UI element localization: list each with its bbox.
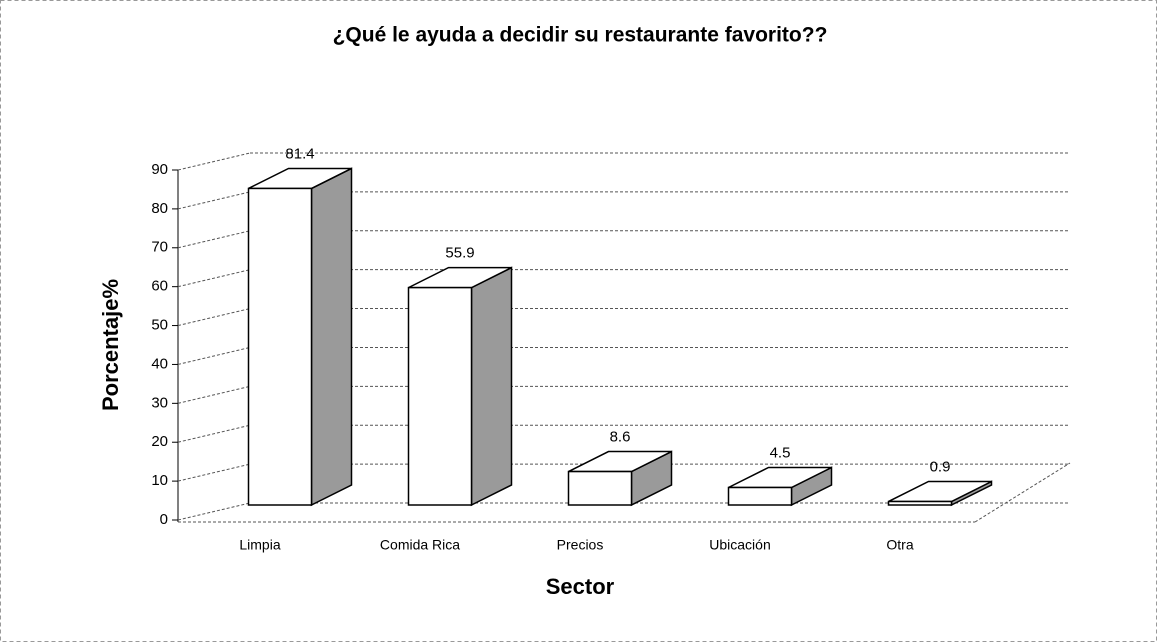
grid-line: [177, 346, 251, 365]
x-tick-label: Comida Rica: [380, 537, 460, 553]
y-tick-label: 10: [151, 472, 168, 489]
grid-line: [177, 152, 251, 171]
y-tick-label: 50: [151, 317, 168, 334]
bar-side: [470, 266, 513, 507]
bar-side: [310, 167, 353, 507]
bar: [727, 486, 793, 506]
grid-line: [177, 424, 251, 443]
grid-line: [177, 269, 251, 288]
bar: [247, 187, 313, 506]
data-label: 0.9: [930, 458, 951, 475]
y-tick-label: 80: [151, 200, 168, 217]
x-axis-title: Sector: [546, 574, 615, 599]
bar: [407, 286, 473, 506]
grid-line: [177, 502, 251, 521]
bar: [567, 470, 633, 506]
floor-side: [974, 462, 1071, 523]
grid-line: [177, 385, 251, 404]
data-label: 81.4: [285, 145, 314, 162]
chart-title: ¿Qué le ayuda a decidir su restaurante f…: [333, 24, 828, 47]
bar: [887, 500, 953, 506]
x-tick-label: Ubicación: [709, 537, 770, 553]
y-tick-label: 60: [151, 278, 168, 295]
data-label: 8.6: [610, 429, 631, 446]
x-tick-label: Otra: [886, 537, 913, 553]
grid-line: [177, 308, 251, 327]
grid-line: [177, 230, 251, 249]
y-axis-title: Porcentaje%: [98, 279, 123, 411]
y-tick-label: 70: [151, 239, 168, 256]
y-tick-label: 30: [151, 394, 168, 411]
data-label: 55.9: [445, 245, 474, 262]
grid-line: [177, 463, 251, 482]
y-tick-label: 40: [151, 355, 168, 372]
y-tick-label: 20: [151, 433, 168, 450]
data-label: 4.5: [770, 444, 791, 461]
x-tick-label: Limpia: [239, 537, 280, 553]
grid-line: [177, 191, 251, 210]
y-tick-label: 90: [151, 161, 168, 178]
y-tick-label: 0: [160, 511, 168, 528]
x-tick-label: Precios: [557, 537, 604, 553]
